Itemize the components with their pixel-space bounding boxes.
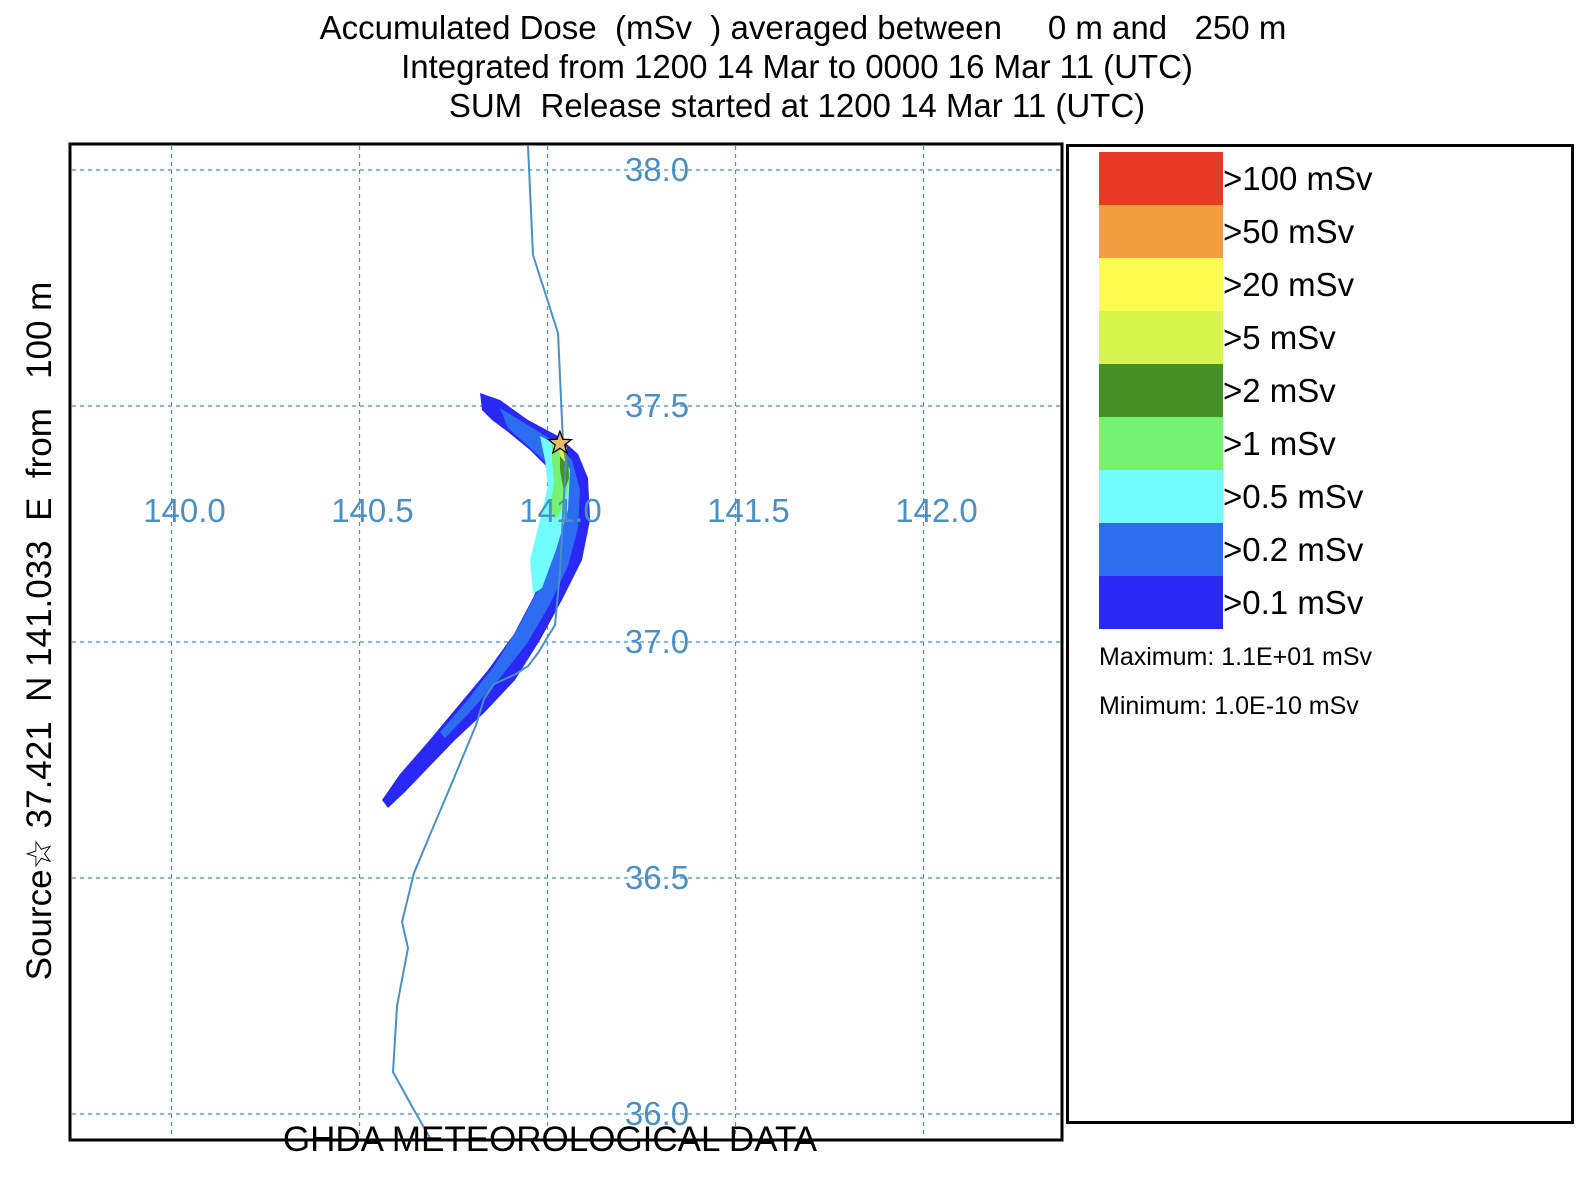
legend-swatch	[1099, 364, 1223, 417]
maximum-value: Maximum: 1.1E+01 mSv	[1099, 643, 1373, 671]
latitude-label: 36.5	[625, 859, 689, 896]
graticule	[72, 146, 1060, 1138]
legend-label: >1 mSv	[1223, 424, 1336, 462]
legend-item: >1 mSv	[1099, 417, 1336, 470]
legend-item: >0.1 mSv	[1099, 576, 1363, 629]
longitude-label: 140.0	[143, 492, 226, 529]
legend-item: >50 mSv	[1099, 205, 1354, 258]
legend-label: >50 mSv	[1223, 212, 1355, 250]
legend-swatch	[1099, 576, 1223, 629]
legend-swatch	[1099, 205, 1223, 258]
legend-swatch	[1099, 417, 1223, 470]
source-location-label: Source☆ 37.421 N 141.033 E from 100 m	[20, 281, 59, 981]
coastline	[391, 145, 568, 1139]
legend-item: >20 mSv	[1099, 258, 1354, 311]
legend-label: >2 mSv	[1223, 371, 1336, 409]
source-marker	[546, 429, 574, 455]
legend-label: >0.5 mSv	[1223, 477, 1364, 515]
legend-swatch	[1099, 523, 1223, 576]
title-line-2: Integrated from 1200 14 Mar to 0000 16 M…	[401, 48, 1193, 85]
legend-item: >0.2 mSv	[1099, 523, 1363, 576]
latitude-label: 37.5	[625, 387, 689, 424]
legend-label: >0.1 mSv	[1223, 583, 1364, 621]
legend-label: >5 mSv	[1223, 318, 1336, 356]
longitude-label: 140.5	[331, 492, 414, 529]
legend-swatch	[1099, 470, 1223, 523]
legend-item: >100 mSv	[1099, 152, 1373, 205]
legend-swatch	[1099, 311, 1223, 364]
graticule-labels: 140.0 140.5 141.0 141.5 142.0 38.0 37.5 37.0 36.…	[143, 151, 978, 1132]
latitude-label: 36.0	[625, 1095, 689, 1132]
legend-label: >0.2 mSv	[1223, 530, 1364, 568]
longitude-label: 142.0	[895, 492, 978, 529]
source-star-icon	[546, 429, 574, 455]
legend-label: >100 mSv	[1223, 159, 1373, 197]
legend-item: >5 mSv	[1099, 311, 1336, 364]
plume-band	[440, 408, 580, 738]
latitude-label: 37.0	[625, 623, 689, 660]
legend-item: >2 mSv	[1099, 364, 1336, 417]
legend-label: >20 mSv	[1223, 265, 1355, 303]
longitude-label: 141.5	[707, 492, 790, 529]
legend-item: >0.5 mSv	[1099, 470, 1363, 523]
latitude-label: 38.0	[625, 151, 689, 188]
meteorological-data-caption: GHDA METEOROLOGICAL DATA	[282, 1120, 818, 1159]
title-line-1: Accumulated Dose (mSv ) averaged between…	[319, 9, 1287, 46]
minimum-value: Minimum: 1.0E-10 mSv	[1099, 692, 1359, 720]
legend: >100 mSv >50 mSv >20 mSv >5 mSv >2 mSv >1 mSv…	[1066, 144, 1574, 1124]
title-line-3: SUM Release started at 1200 14 Mar 11 (U…	[448, 87, 1146, 124]
longitude-label: 141.0	[519, 492, 602, 529]
legend-swatch	[1099, 258, 1223, 311]
legend-swatch	[1099, 152, 1223, 205]
